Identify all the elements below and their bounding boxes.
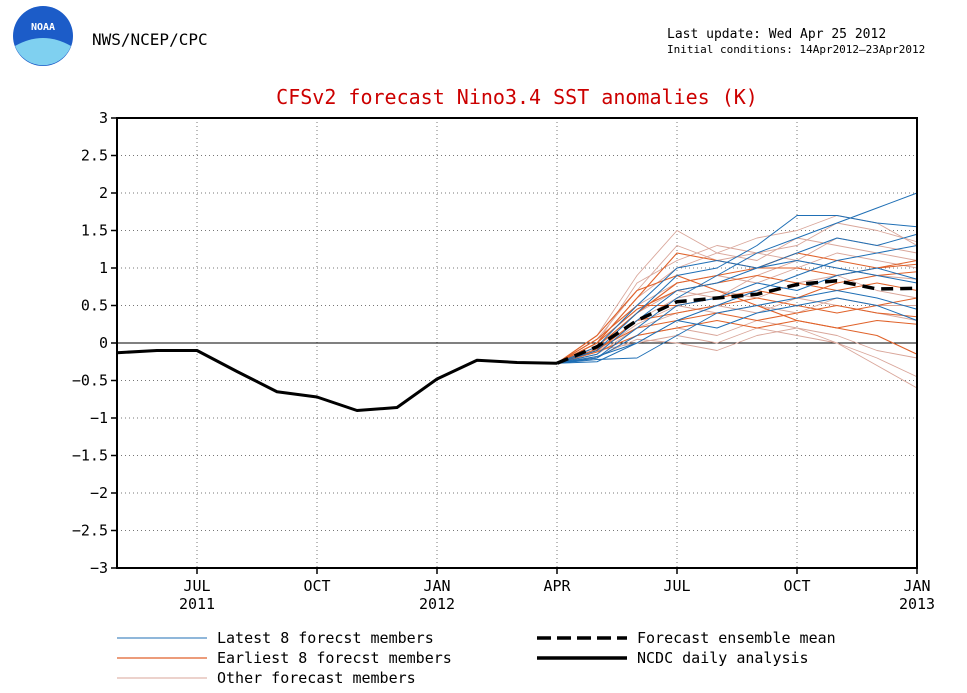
y-tick-label: −2.5 [72,522,108,540]
forecast-member-line-earliest [556,319,918,364]
x-tick-year-label: 2011 [179,595,215,613]
legend: Latest 8 forecst members Earliest 8 forec… [117,629,836,687]
y-tick-label: −0.5 [72,372,108,390]
analysis-line [116,349,558,412]
forecast-member-line-latest [556,267,918,364]
x-tick-label: JAN [903,577,930,595]
legend-label-other: Other forecast members [217,669,416,687]
x-tick-year-label: 2012 [419,595,455,613]
forecast-member-line-latest [556,260,918,364]
analysis-layer [116,349,558,412]
y-axis: 3 2.5 2 1.5 1 0.5 0 −0.5 −1 −1.5 −2 −2.5 −3 [72,109,117,577]
noaa-logo-wave [15,38,71,66]
forecast-member-line-other [556,327,918,389]
y-tick-label: 2.5 [81,147,108,165]
legend-label-ensemble_mean: Forecast ensemble mean [637,629,836,647]
y-tick-label: −1.5 [72,447,108,465]
legend-label-latest: Latest 8 forecst members [217,629,434,647]
ensemble-mean-line [556,279,918,365]
y-tick-label: 1 [99,259,108,277]
y-tick-label: 1.5 [81,222,108,240]
noaa-logo-text: NOAA [31,22,55,33]
chart-title: CFSv2 forecast Nino3.4 SST anomalies (K) [276,85,758,109]
forecast-member-line-earliest [556,304,918,364]
forecast-members [556,192,918,389]
forecast-member-line-earliest [556,252,918,364]
y-tick-label: −1 [90,409,108,427]
agency-label: NWS/NCEP/CPC [92,30,208,49]
x-tick-label: JUL [183,577,210,595]
forecast-member-line-latest [556,297,918,364]
forecast-member-line-latest [556,233,918,364]
x-tick-label: OCT [783,577,810,595]
y-tick-label: 3 [99,109,108,127]
legend-label-analysis: NCDC daily analysis [637,649,809,667]
forecast-member-line-latest [556,290,918,364]
x-tick-label: JUL [663,577,690,595]
ensemble-mean-layer [556,279,918,365]
y-tick-label: −3 [90,559,108,577]
x-tick-label: OCT [303,577,330,595]
y-tick-label: 0.5 [81,297,108,315]
x-tick-label: JAN [423,577,450,595]
y-tick-label: 0 [99,334,108,352]
forecast-member-line-earliest [556,271,918,364]
last-update-text: Last update: Wed Apr 25 2012 [667,27,886,42]
initial-conditions-text: Initial conditions: 14Apr2012–23Apr2012 [667,43,925,56]
x-tick-year-label: 2013 [899,595,935,613]
y-tick-label: 2 [99,184,108,202]
y-tick-label: −2 [90,484,108,502]
x-tick-label: APR [543,577,571,595]
noaa-logo: NOAA [13,6,73,66]
legend-label-earliest: Earliest 8 forecst members [217,649,452,667]
forecast-member-line-latest [556,245,918,364]
